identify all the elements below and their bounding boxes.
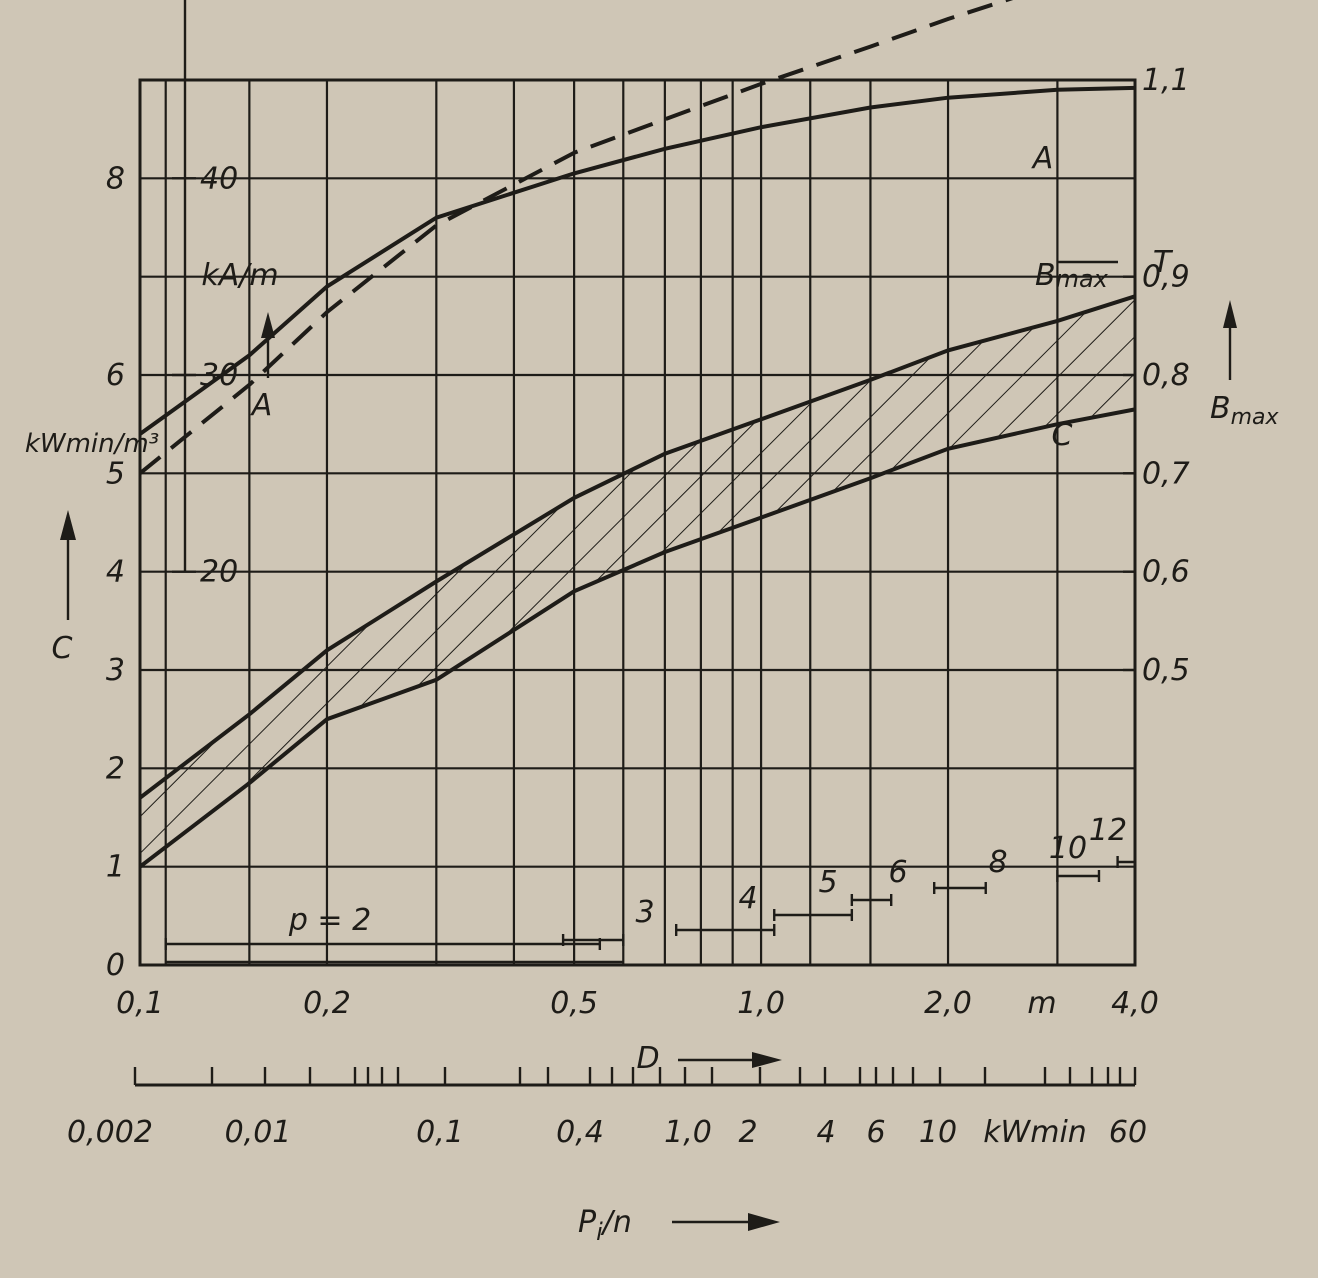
- axis-unit-D: m: [1027, 986, 1056, 1021]
- tick-label-Pn: 1,0: [664, 1115, 712, 1150]
- series-Bmax-line: [138, 85, 1136, 436]
- axis-unit-B: T: [1153, 245, 1174, 280]
- tick-label-B: 0,5: [1142, 653, 1190, 688]
- axis-arrowhead-A: [261, 312, 275, 338]
- pole-range-label: 4: [738, 881, 757, 916]
- series-label-C: C: [1052, 418, 1073, 453]
- plot-frame: [138, 78, 1137, 967]
- tick-label-Pn: 6: [866, 1115, 885, 1150]
- series-label-Bmax: Bmax: [1035, 258, 1109, 293]
- axis-label-C: C: [52, 631, 73, 666]
- tick-label-Pn: 0,4: [556, 1115, 604, 1150]
- tick-label-Pn: 4: [816, 1115, 835, 1150]
- tick-label-A: 20: [200, 555, 238, 590]
- series-C-band: [140, 296, 1135, 867]
- tick-label-C: 4: [106, 555, 125, 590]
- series-A-line: [138, 0, 1014, 475]
- tick-label-B: 0,9: [1142, 260, 1190, 295]
- tick-label-B: 0,7: [1142, 456, 1190, 491]
- tick-label-B: 0,8: [1142, 358, 1190, 393]
- tick-label-C: 2: [106, 751, 125, 786]
- tick-label-A: 30: [200, 358, 238, 393]
- pole-range-label: 8: [988, 845, 1007, 880]
- pole-range-label: 3: [635, 895, 654, 930]
- tick-label-C: 0: [106, 948, 125, 983]
- axis-label-Pn: Pi/n: [578, 1205, 632, 1246]
- tick-label-A: 40: [200, 161, 238, 196]
- pole-range-label: p = 2: [288, 903, 371, 938]
- tick-label-D: 4,0: [1111, 986, 1159, 1021]
- tick-label-C: 6: [106, 358, 125, 393]
- tick-label-Pn: 60: [1109, 1115, 1147, 1150]
- series-C-lower-line: [138, 407, 1136, 869]
- tick-label-Pn: 0,002: [67, 1115, 153, 1150]
- series-C-upper-line: [138, 294, 1136, 800]
- axis-label-A: A: [250, 388, 273, 423]
- tick-label-Pn: 0,1: [416, 1115, 464, 1150]
- tick-label-C: 3: [106, 653, 125, 688]
- tick-label-Pn: 2: [738, 1115, 757, 1150]
- chart-text: 01234568203040500,50,60,70,80,91,1kWmin/…: [25, 63, 1280, 1246]
- tick-label-B: 0,6: [1142, 555, 1190, 590]
- tick-label-C: 5: [106, 456, 125, 491]
- axis-unit-A: kA/m: [201, 258, 278, 293]
- axis-label-B: Bmax: [1210, 391, 1280, 430]
- tick-label-Pn: 0,01: [225, 1115, 292, 1150]
- tick-label-D: 1,0: [737, 986, 785, 1021]
- tick-label-C: 1: [106, 850, 125, 885]
- tick-label-B: 1,1: [1142, 63, 1190, 98]
- pole-range-label: 6: [888, 855, 907, 890]
- axis-unit-C: kWmin/m³: [25, 429, 159, 459]
- tick-label-Pn: 10: [919, 1115, 957, 1150]
- tick-label-D: 0,1: [116, 986, 164, 1021]
- pole-range-label: 5: [818, 865, 837, 900]
- tick-label-D: 0,5: [550, 986, 598, 1021]
- tick-label-D: 0,2: [303, 986, 351, 1021]
- axis-arrowhead-Pn: [748, 1213, 780, 1231]
- grid: [133, 0, 1137, 1087]
- pole-range-label: 10: [1049, 831, 1087, 866]
- tick-label-C: 8: [106, 161, 125, 196]
- series-label-A: A: [1031, 141, 1054, 176]
- axis-label-D: D: [636, 1041, 659, 1076]
- axis-arrowhead-B: [1223, 300, 1237, 328]
- pole-range-label: 12: [1089, 813, 1127, 848]
- axis-arrowhead-D: [752, 1052, 782, 1068]
- tick-label-D: 2,0: [924, 986, 972, 1021]
- axis-arrowhead-C: [60, 510, 76, 540]
- axis-unit-Pn: kWmin: [983, 1115, 1087, 1150]
- chart-marks: [60, 0, 1237, 1231]
